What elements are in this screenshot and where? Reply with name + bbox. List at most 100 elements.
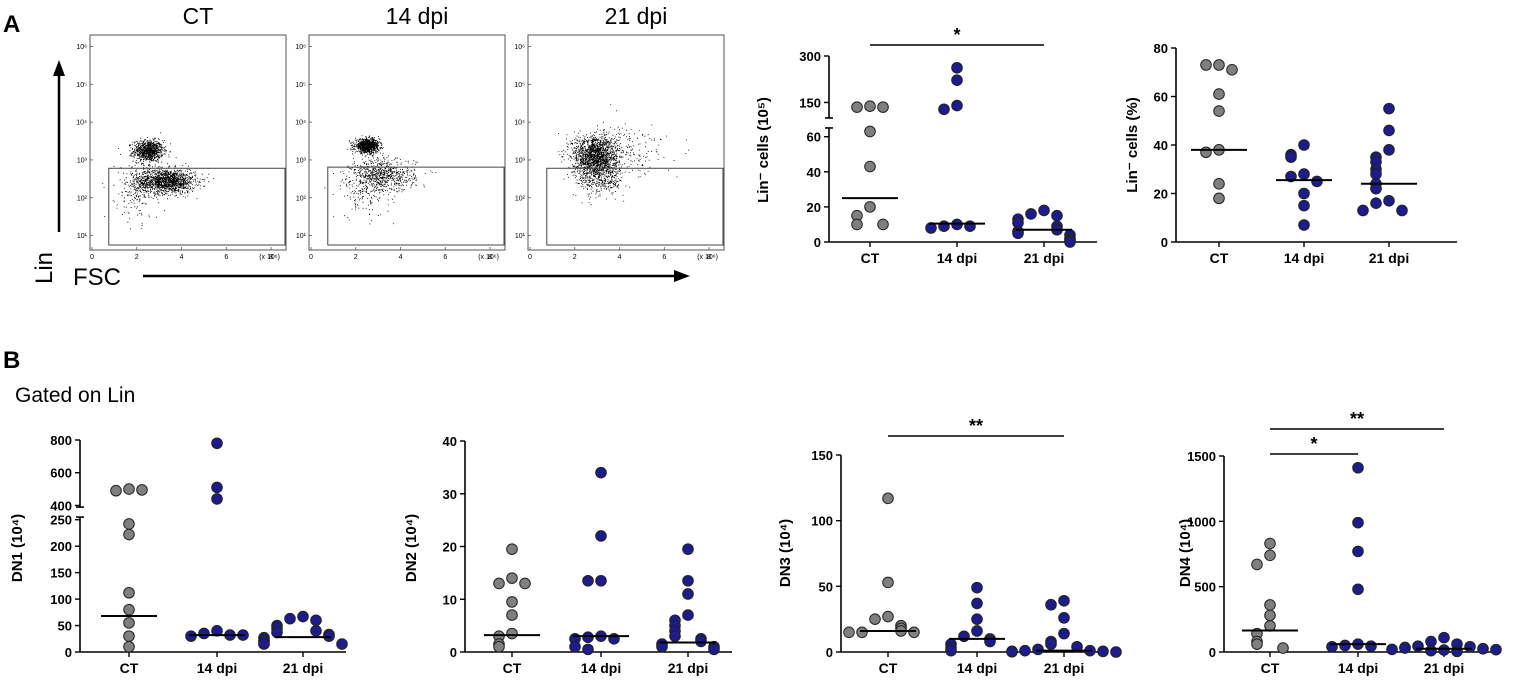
xtick-label: 21 dpi <box>1424 660 1464 676</box>
data-point <box>506 609 518 621</box>
ytick-label: 150 <box>50 566 72 581</box>
ytick-label: 30 <box>443 487 457 502</box>
chart-lin-pct: 0 20 40 60 80 Lin⁻ cells (%) CT 14 dpi 21 dpi <box>1124 41 1457 266</box>
data-point <box>1464 640 1476 653</box>
data-point <box>1298 187 1310 200</box>
data-point <box>1326 640 1338 653</box>
data-point <box>682 574 694 587</box>
data-point <box>1032 643 1044 656</box>
chart-lin-count: 0 20 40 60 150 300 Lin⁻ cells (10⁵) CT 14 dpi 21 … <box>755 25 1097 266</box>
ytick-label: 0 <box>1161 235 1168 250</box>
flow-ytick-label: 10⁴ <box>295 120 306 127</box>
data-point <box>695 635 707 648</box>
data-point <box>1399 642 1411 654</box>
data-point <box>1097 645 1109 658</box>
data-point <box>519 577 531 590</box>
data-point <box>1064 236 1076 248</box>
flow-y-axis: Lin <box>31 60 65 284</box>
significance-label: ** <box>1350 409 1364 429</box>
gated-subtitle: Gated on Lin <box>15 384 135 407</box>
data-point <box>971 613 983 625</box>
xtick-label: CT <box>1261 660 1280 676</box>
significance-label: * <box>953 25 960 45</box>
data-point <box>843 626 855 639</box>
data-point <box>877 101 889 113</box>
data-point <box>656 640 668 653</box>
data-point <box>336 638 348 650</box>
xtick-label: 21 dpi <box>668 660 708 676</box>
series-21-dpi <box>1006 594 1122 658</box>
data-point <box>951 74 963 86</box>
data-point <box>323 630 335 642</box>
data-point <box>284 612 296 625</box>
data-point <box>1019 644 1031 657</box>
flow-xtick-label: 4 <box>180 254 184 261</box>
xtick-label: CT <box>503 660 522 676</box>
xtick-label: CT <box>1210 250 1229 266</box>
data-point <box>1277 642 1289 654</box>
flow-ytick-label: 10⁴ <box>514 120 525 127</box>
flow-ytick-label: 10³ <box>77 157 88 164</box>
flow-xtick-label: 2 <box>354 254 358 261</box>
data-point <box>123 603 135 616</box>
data-point <box>123 528 135 541</box>
data-point <box>864 100 876 112</box>
data-point <box>595 530 607 542</box>
y-axis-label: DN4 (10⁴) <box>1177 519 1194 587</box>
ytick-label: 0 <box>826 645 833 660</box>
flow-gate <box>108 167 286 246</box>
data-point <box>1357 204 1369 217</box>
ytick-label: 40 <box>443 434 457 449</box>
data-point <box>971 581 983 594</box>
data-point <box>1298 168 1310 180</box>
flow-x-axis: FSC <box>73 264 690 291</box>
flow-ytick-label: 10² <box>77 195 88 202</box>
data-point <box>971 625 983 637</box>
series-14-dpi <box>1276 139 1332 231</box>
data-point <box>1396 204 1408 217</box>
data-point <box>1251 638 1263 650</box>
series-ct <box>842 100 898 231</box>
ytick-label: 40 <box>1154 138 1168 153</box>
flow-xtick-label: 4 <box>618 254 622 261</box>
data-point <box>1412 640 1424 652</box>
flow-gate <box>327 166 505 246</box>
data-point <box>493 577 505 590</box>
flow-events <box>102 132 215 230</box>
data-point <box>1298 199 1310 212</box>
ytick-label: 0 <box>65 645 72 660</box>
data-point <box>1451 645 1463 658</box>
data-point <box>1339 639 1351 652</box>
data-point <box>1311 175 1323 188</box>
data-point <box>1045 638 1057 650</box>
y-axis-label: DN3 (10⁴) <box>777 519 794 587</box>
ytick-label: 20 <box>1154 187 1168 202</box>
data-point <box>951 99 963 112</box>
data-point <box>1285 151 1297 163</box>
data-point <box>198 627 210 640</box>
data-point <box>310 625 322 637</box>
flow-xtick-label: 2 <box>573 254 577 261</box>
xtick-label: 14 dpi <box>937 250 977 266</box>
data-point <box>582 574 594 587</box>
ytick-label: 1500 <box>1187 449 1216 464</box>
data-point <box>1058 627 1070 640</box>
data-point <box>1370 197 1382 209</box>
data-point <box>123 483 135 495</box>
data-point <box>595 466 607 479</box>
data-point <box>864 201 876 213</box>
series-21-dpi <box>1386 631 1502 658</box>
xtick-label: CT <box>861 250 880 266</box>
data-point <box>1264 549 1276 562</box>
flow-xtick-label: 6 <box>443 254 447 261</box>
data-point <box>569 640 581 653</box>
series-ct <box>843 492 920 639</box>
data-point <box>1365 640 1377 652</box>
ytick-label: 80 <box>1154 41 1168 56</box>
flow-x-axis-label: FSC <box>73 264 121 291</box>
data-point <box>1383 144 1395 156</box>
flow-ytick-label: 10² <box>296 195 307 202</box>
flow-xtick-label: 6 <box>662 254 666 261</box>
